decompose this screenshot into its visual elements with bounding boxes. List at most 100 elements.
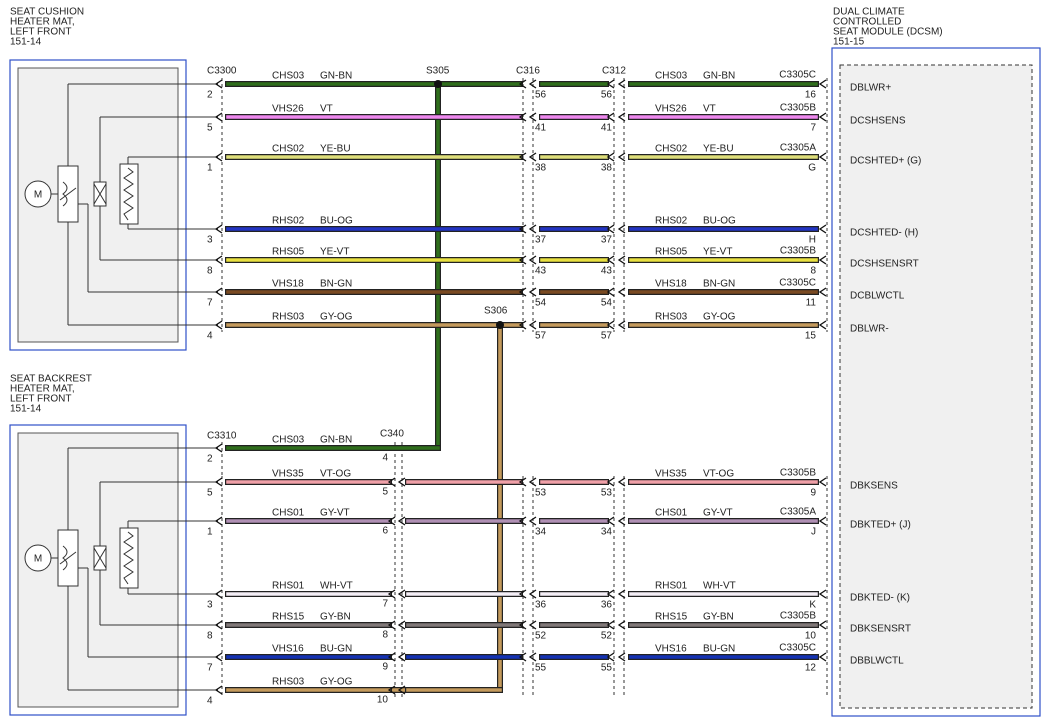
circuit-id: VHS26 [272, 104, 304, 115]
connector-arrow [528, 620, 537, 630]
connector-label: C3305A [780, 143, 816, 154]
component-label: 151-14 [10, 404, 42, 415]
pin-number: 57 [535, 331, 547, 342]
connector-arrow [818, 652, 827, 662]
pin-number: 53 [601, 488, 613, 499]
pin-number: 43 [601, 266, 613, 277]
connector-arrow [214, 287, 223, 297]
connector-arrow [606, 255, 615, 265]
connector-arrow [617, 620, 626, 630]
signal-name: DCSHTED+ (G) [850, 156, 921, 167]
connector-arrow [214, 516, 223, 526]
circuit-id: RHS15 [272, 612, 305, 623]
wire-color: WH-VT [320, 581, 353, 592]
circuit-id: RHS05 [655, 247, 688, 258]
wire-color: BN-GN [320, 279, 352, 290]
connector-arrow [528, 224, 537, 234]
pin-number: 7 [382, 599, 388, 610]
connector-arrow [818, 112, 827, 122]
connector-arrow [397, 516, 406, 526]
circuit-id: VHS35 [655, 469, 687, 480]
circuit-id: VHS26 [655, 104, 687, 115]
connector-arrow [387, 516, 396, 526]
connector-arrow [818, 79, 827, 89]
connector-arrow [214, 224, 223, 234]
circuit-id: VHS35 [272, 469, 304, 480]
wire-color: VT-OG [320, 469, 351, 480]
pin-number: 6 [382, 526, 388, 537]
connector-arrow [214, 255, 223, 265]
thermistor-symbol [93, 547, 107, 569]
wire-color: GN-BN [703, 71, 735, 82]
connector-arrow [606, 620, 615, 630]
pin-number: 2 [207, 90, 213, 101]
heater [119, 527, 139, 589]
connector-arrow [387, 477, 396, 487]
connector-arrow [818, 620, 827, 630]
wire-color: YE-VT [703, 247, 732, 258]
connector-arrow [606, 320, 615, 330]
wire-color: BU-OG [703, 216, 736, 227]
wire-color: BU-GN [703, 644, 735, 655]
circuit-id: VHS18 [655, 279, 687, 290]
signal-name: DCSHSENS [850, 116, 906, 127]
switch-symbol [59, 181, 77, 207]
splice-label: S305 [426, 66, 450, 77]
dcsm-body [839, 64, 1033, 709]
pin-number: 57 [601, 331, 613, 342]
circuit-id: RHS05 [272, 247, 305, 258]
pin-number: 3 [207, 600, 213, 611]
wire-color: YE-BU [703, 144, 734, 155]
connector-arrow [818, 152, 827, 162]
component-label: CONTROLLED [833, 17, 901, 28]
connector-arrow [518, 79, 527, 89]
pin-number: 5 [207, 488, 213, 499]
connector-arrow [518, 516, 527, 526]
signal-name: DBKSENS [850, 481, 898, 492]
connector-arrow [606, 287, 615, 297]
connector-arrow [617, 112, 626, 122]
circuit-id: RHS15 [655, 612, 688, 623]
wire-color: GY-VT [320, 508, 350, 519]
signal-name: DBLWR+ [850, 83, 891, 94]
circuit-id: RHS01 [272, 581, 305, 592]
signal-name: DCSHTED- (H) [850, 228, 918, 239]
connector-arrow [818, 255, 827, 265]
motor-label: M [34, 554, 42, 565]
circuit-id: VHS16 [272, 644, 304, 655]
pin-number: 34 [535, 527, 547, 538]
circuit-id: CHS02 [655, 144, 688, 155]
connector-arrow [518, 152, 527, 162]
wire-color: GY-VT [703, 508, 733, 519]
pin-number: 34 [601, 527, 613, 538]
connector-arrow [617, 589, 626, 599]
heater-element [123, 167, 134, 221]
connector-arrow [617, 287, 626, 297]
circuit-id: RHS03 [272, 677, 305, 688]
circuit-id: VHS18 [272, 279, 304, 290]
splice-label: S306 [484, 306, 508, 317]
connector-arrow [214, 112, 223, 122]
pin-number: 15 [805, 331, 817, 342]
wire-color: GN-BN [320, 71, 352, 82]
connector-label: C3305B [780, 611, 816, 622]
component-label: DUAL CLIMATE [833, 7, 905, 18]
connector-arrow [518, 112, 527, 122]
pin-number: 4 [207, 331, 213, 342]
component-label: SEAT CUSHION [10, 7, 84, 18]
connector-arrow [617, 255, 626, 265]
splice [434, 80, 442, 88]
pin-number: 10 [805, 631, 817, 642]
pin-number: 37 [535, 235, 547, 246]
pin-number: 5 [207, 123, 213, 134]
circuit-id: CHS01 [655, 508, 688, 519]
pin-number: J [811, 527, 816, 538]
connector-arrow [518, 320, 527, 330]
wire-color: GY-OG [703, 312, 736, 323]
pin-number: 9 [810, 488, 816, 499]
wire-color: GY-BN [703, 612, 734, 623]
circuit-id: CHS03 [272, 71, 305, 82]
connector-arrow [387, 589, 396, 599]
circuit-id: RHS02 [272, 216, 305, 227]
splice [496, 321, 504, 329]
